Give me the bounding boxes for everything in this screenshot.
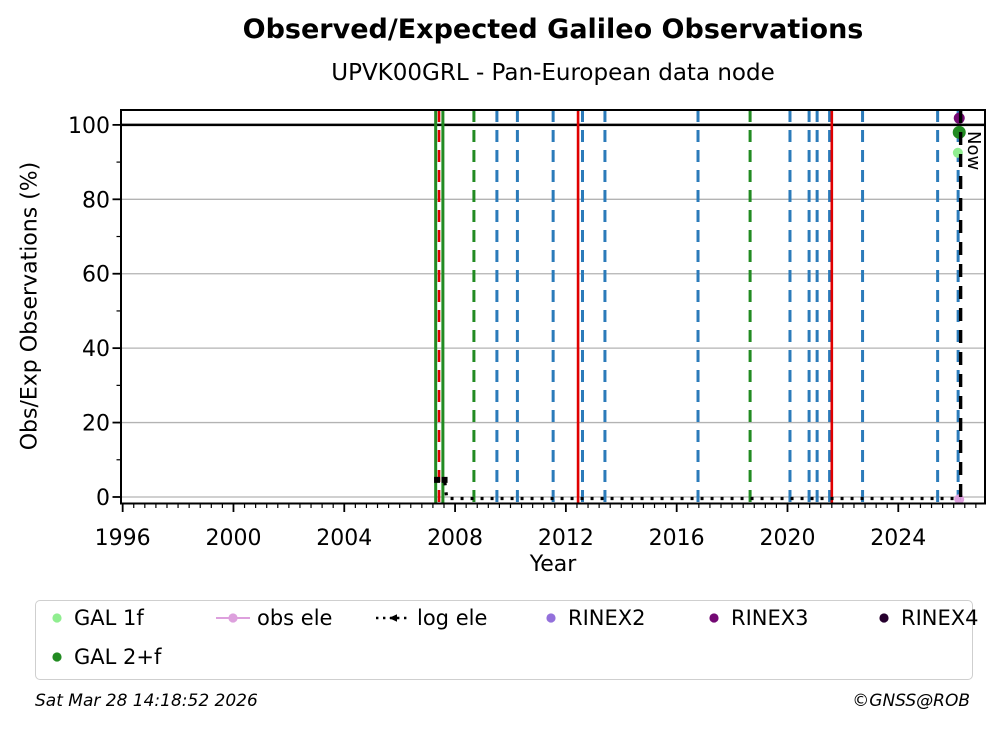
legend-item-gal-1f: GAL 1f <box>47 606 144 630</box>
x-tick-label: 2008 <box>427 526 483 551</box>
legend-label: GAL 1f <box>74 606 144 630</box>
y-tick-label: 0 <box>96 486 110 511</box>
legend-dot-icon <box>52 652 62 662</box>
legend-line-dot-icon <box>216 613 250 623</box>
legend-item-rinex2: RINEX2 <box>541 606 646 630</box>
x-tick-label: 2004 <box>316 526 372 551</box>
y-tick-label: 20 <box>82 412 110 437</box>
x-axis-label: Year <box>529 552 577 577</box>
now-label: Now <box>963 131 984 170</box>
legend-item-gal-2-f: GAL 2+f <box>47 645 161 669</box>
x-tick-label: 2020 <box>759 526 815 551</box>
x-tick-label: 2016 <box>649 526 705 551</box>
legend-dotted-line-icon <box>376 614 410 622</box>
legend-label: RINEX2 <box>568 606 646 630</box>
x-tick-label: 2024 <box>870 526 926 551</box>
plot-border <box>120 109 986 505</box>
y-tick-label: 60 <box>82 263 110 288</box>
chart-title: Observed/Expected Galileo Observations <box>242 14 864 45</box>
legend-item-rinex3: RINEX3 <box>704 606 809 630</box>
copyright-text: ©GNSS@ROB <box>852 691 970 711</box>
chart-canvas: Now 1996 2000 2004 2008 2012 2016 2020 2024 0 20 40… <box>68 109 986 551</box>
log-ele-marker <box>441 476 448 483</box>
chart-subtitle: UPVK00GRL - Pan-European data node <box>331 60 775 86</box>
legend-label: log ele <box>417 606 488 630</box>
x-tick-label: 1996 <box>95 526 151 551</box>
legend-label: RINEX4 <box>901 606 979 630</box>
y-tick-label: 80 <box>82 188 110 213</box>
x-tick-label: 2000 <box>205 526 261 551</box>
legend-label: GAL 2+f <box>74 645 162 669</box>
x-tick-label: 2012 <box>538 526 594 551</box>
log-ele-marker <box>434 476 441 483</box>
legend-label: RINEX3 <box>731 606 809 630</box>
legend-item-log-ele: log ele <box>376 606 487 630</box>
legend-dot-icon <box>52 613 62 623</box>
y-tick-label: 100 <box>68 114 110 139</box>
legend-item-rinex4: RINEX4 <box>874 606 979 630</box>
legend-dot-icon <box>546 613 556 623</box>
legend-dot-icon <box>879 613 889 623</box>
y-tick-label: 40 <box>82 337 110 362</box>
legend-label: obs ele <box>257 606 333 630</box>
legend-dot-icon <box>709 613 719 623</box>
timestamp-text: Sat Mar 28 14:18:52 2026 <box>35 691 258 711</box>
legend: GAL 1f GAL 2+f obs ele log ele RINEX2 RINEX3 R… <box>35 600 979 680</box>
legend-item-obs-ele: obs ele <box>216 606 332 630</box>
